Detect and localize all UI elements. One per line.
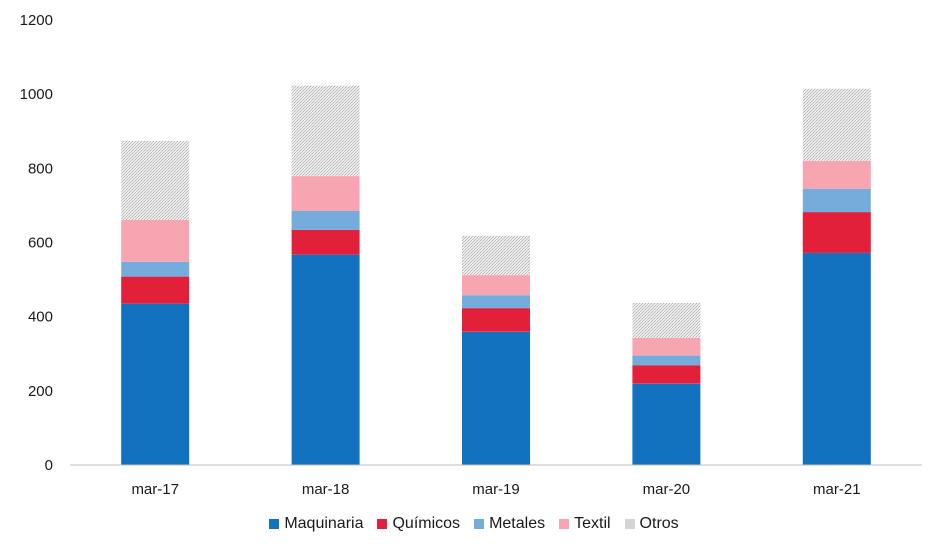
- x-tick-label: mar-20: [643, 481, 691, 498]
- bar-segment-quimicos-mar-19: [462, 308, 530, 332]
- bar-segment-maquinaria-mar-17: [121, 303, 190, 465]
- bar-segment-otros-mar-20: [632, 302, 701, 338]
- legend-swatch: [474, 519, 485, 529]
- bar-segment-textil-mar-17: [121, 219, 190, 262]
- legend-item: Químicos: [377, 515, 460, 533]
- bar-segment-maquinaria-mar-21: [802, 252, 871, 465]
- bar-segment-textil-mar-18: [291, 176, 360, 211]
- bars: [121, 85, 871, 465]
- bar-segment-quimicos-mar-20: [632, 365, 701, 384]
- legend-swatch: [559, 519, 570, 529]
- bar-segment-maquinaria-mar-20: [632, 383, 701, 465]
- x-tick-label: mar-19: [472, 481, 520, 498]
- bar-segment-metales-mar-17: [121, 261, 190, 277]
- x-tick-label: mar-21: [813, 481, 861, 498]
- x-tick-label: mar-18: [302, 481, 350, 498]
- y-tick-label: 1200: [20, 12, 53, 29]
- legend-label: Maquinaria: [284, 515, 364, 532]
- y-tick-label: 200: [28, 383, 53, 400]
- y-tick-label: 0: [45, 457, 53, 474]
- legend: Maquinaria Químicos Metales Textil Otros: [0, 510, 948, 538]
- legend-item: Metales: [474, 515, 545, 533]
- y-tick-label: 800: [28, 160, 53, 177]
- bar-segment-metales-mar-18: [291, 211, 360, 230]
- bar-segment-otros-mar-21: [802, 88, 871, 161]
- bar-segment-quimicos-mar-21: [802, 212, 871, 253]
- bar-segment-metales-mar-21: [802, 188, 871, 213]
- legend-swatch: [269, 519, 280, 529]
- y-tick-label: 600: [28, 235, 53, 252]
- bar-segment-otros-mar-17: [121, 140, 190, 220]
- bar-segment-maquinaria-mar-19: [462, 331, 530, 465]
- legend-label: Químicos: [392, 515, 461, 532]
- bar-segment-metales-mar-20: [632, 355, 701, 366]
- y-axis: 0 200 400 600 800 1000 1200: [20, 12, 53, 474]
- legend-label: Textil: [574, 515, 611, 532]
- bar-segment-quimicos-mar-18: [291, 229, 360, 255]
- bar-segment-quimicos-mar-17: [121, 276, 190, 304]
- legend-item: Otros: [624, 515, 679, 533]
- legend-swatch: [624, 519, 635, 529]
- bar-segment-textil-mar-20: [632, 337, 701, 356]
- bar-segment-textil-mar-21: [802, 160, 871, 189]
- bar-segment-otros-mar-19: [462, 235, 530, 276]
- y-tick-label: 1000: [20, 86, 53, 103]
- x-tick-label: mar-17: [131, 481, 179, 498]
- legend-swatch: [377, 519, 388, 529]
- bar-segment-otros-mar-18: [291, 85, 360, 177]
- legend-label: Otros: [639, 515, 679, 532]
- legend-item: Maquinaria: [269, 515, 363, 533]
- x-axis: mar-17 mar-18 mar-19 mar-20 mar-21: [131, 481, 860, 498]
- legend-item: Textil: [559, 515, 611, 533]
- bar-segment-textil-mar-19: [462, 275, 530, 296]
- legend-label: Metales: [489, 515, 546, 532]
- y-tick-label: 400: [28, 309, 53, 326]
- bar-segment-maquinaria-mar-18: [291, 254, 360, 465]
- bar-segment-metales-mar-19: [462, 295, 530, 309]
